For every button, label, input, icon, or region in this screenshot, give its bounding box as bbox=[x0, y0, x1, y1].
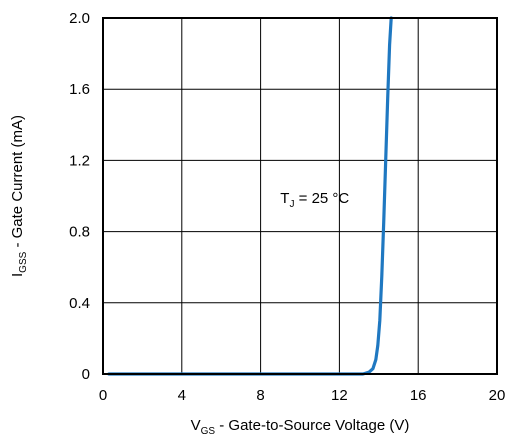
x-tick-label: 4 bbox=[178, 387, 186, 404]
y-tick-label: 2.0 bbox=[69, 10, 90, 27]
y-tick-label: 1.2 bbox=[69, 152, 90, 169]
grid-lines bbox=[103, 18, 497, 374]
y-tick-label: 0 bbox=[82, 366, 90, 383]
y-tick-label: 0.4 bbox=[69, 295, 90, 312]
temperature-annotation: TJ = 25 °C bbox=[280, 190, 349, 210]
y-axis-title: IGSS - Gate Current (mA) bbox=[9, 115, 29, 277]
x-axis-title-main: V bbox=[191, 417, 201, 434]
x-tick-labels: 0 4 8 12 16 20 bbox=[99, 387, 506, 404]
x-tick-label: 12 bbox=[331, 387, 348, 404]
y-tick-label: 0.8 bbox=[69, 224, 90, 241]
x-axis-title-rest: - Gate-to-Source Voltage (V) bbox=[215, 417, 409, 434]
x-axis-title: VGS - Gate-to-Source Voltage (V) bbox=[191, 417, 410, 435]
y-axis-title-rest: - Gate Current (mA) bbox=[9, 115, 26, 252]
y-axis-title-sub: GSS bbox=[18, 251, 29, 272]
x-tick-label: 8 bbox=[256, 387, 264, 404]
annotation-sub: J bbox=[289, 199, 294, 210]
plot-frame bbox=[102, 17, 498, 375]
annotation-main: T bbox=[280, 190, 289, 207]
annotation-rest: = 25 °C bbox=[294, 190, 349, 207]
x-axis-title-sub: GS bbox=[201, 426, 216, 435]
y-tick-label: 1.6 bbox=[69, 81, 90, 98]
y-axis-title-main: I bbox=[9, 273, 26, 277]
x-tick-label: 20 bbox=[489, 387, 506, 404]
x-tick-label: 0 bbox=[99, 387, 107, 404]
x-tick-label: 16 bbox=[410, 387, 427, 404]
y-tick-labels: 0 0.4 0.8 1.2 1.6 2.0 bbox=[69, 10, 90, 383]
